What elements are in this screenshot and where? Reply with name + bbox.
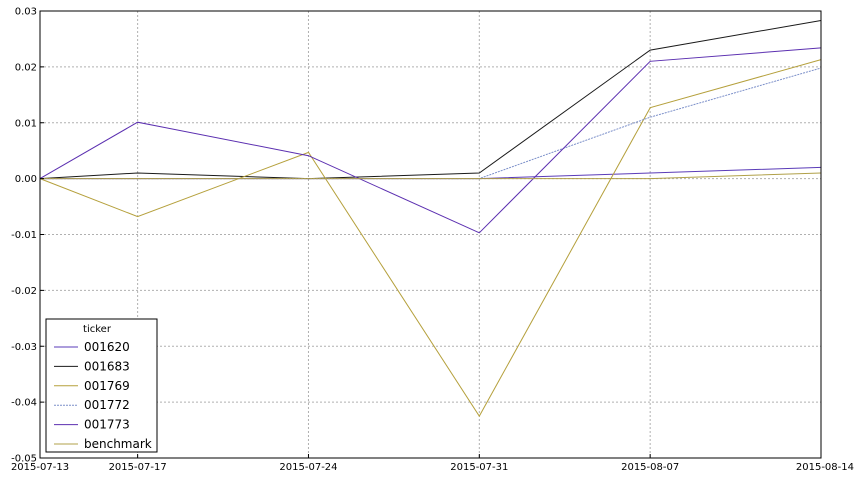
legend-label-001772: 001772: [84, 398, 130, 412]
legend: ticker 001620 001683 001769 001772 001773 benc…: [45, 318, 158, 453]
legend-label-001773: 001773: [84, 418, 130, 432]
x-tick-label: 2015-08-07: [621, 462, 679, 473]
y-tick-label: -0.04: [11, 398, 37, 409]
y-tick-label: -0.05: [11, 454, 37, 465]
y-tick-label: 0.00: [15, 174, 37, 185]
series-line-benchmark: [40, 172, 822, 180]
series-line-001769: [39, 59, 822, 418]
legend-title: ticker: [83, 324, 112, 335]
axis-ticks: 0.03 0.02 0.01 0.00 -0.01 -0.02 -0.03 -0.04 -0.0…: [11, 7, 854, 474]
y-tick-label: -0.03: [11, 342, 37, 353]
x-tick-label: 2015-07-31: [450, 462, 508, 473]
legend-label-001620: 001620: [84, 340, 130, 354]
y-tick-label: 0.01: [15, 118, 37, 129]
y-tick-label: 0.03: [15, 7, 37, 18]
legend-label-benchmark: benchmark: [84, 437, 152, 451]
series-line-001683: [39, 20, 822, 180]
series-line-001773: [39, 47, 822, 234]
y-tick-label: 0.02: [15, 62, 37, 73]
x-tick-label: 2015-07-24: [279, 462, 337, 473]
x-tick-label: 2015-07-13: [11, 462, 69, 473]
plot-background: [40, 11, 821, 458]
legend-label-001683: 001683: [84, 359, 130, 373]
y-tick-label: -0.01: [11, 230, 37, 241]
series-lines: [39, 20, 822, 418]
x-tick-label: 2015-08-14: [796, 462, 854, 473]
legend-label-001769: 001769: [84, 379, 130, 393]
x-tick-label: 2015-07-17: [109, 462, 167, 473]
y-tick-label: -0.02: [11, 286, 37, 297]
